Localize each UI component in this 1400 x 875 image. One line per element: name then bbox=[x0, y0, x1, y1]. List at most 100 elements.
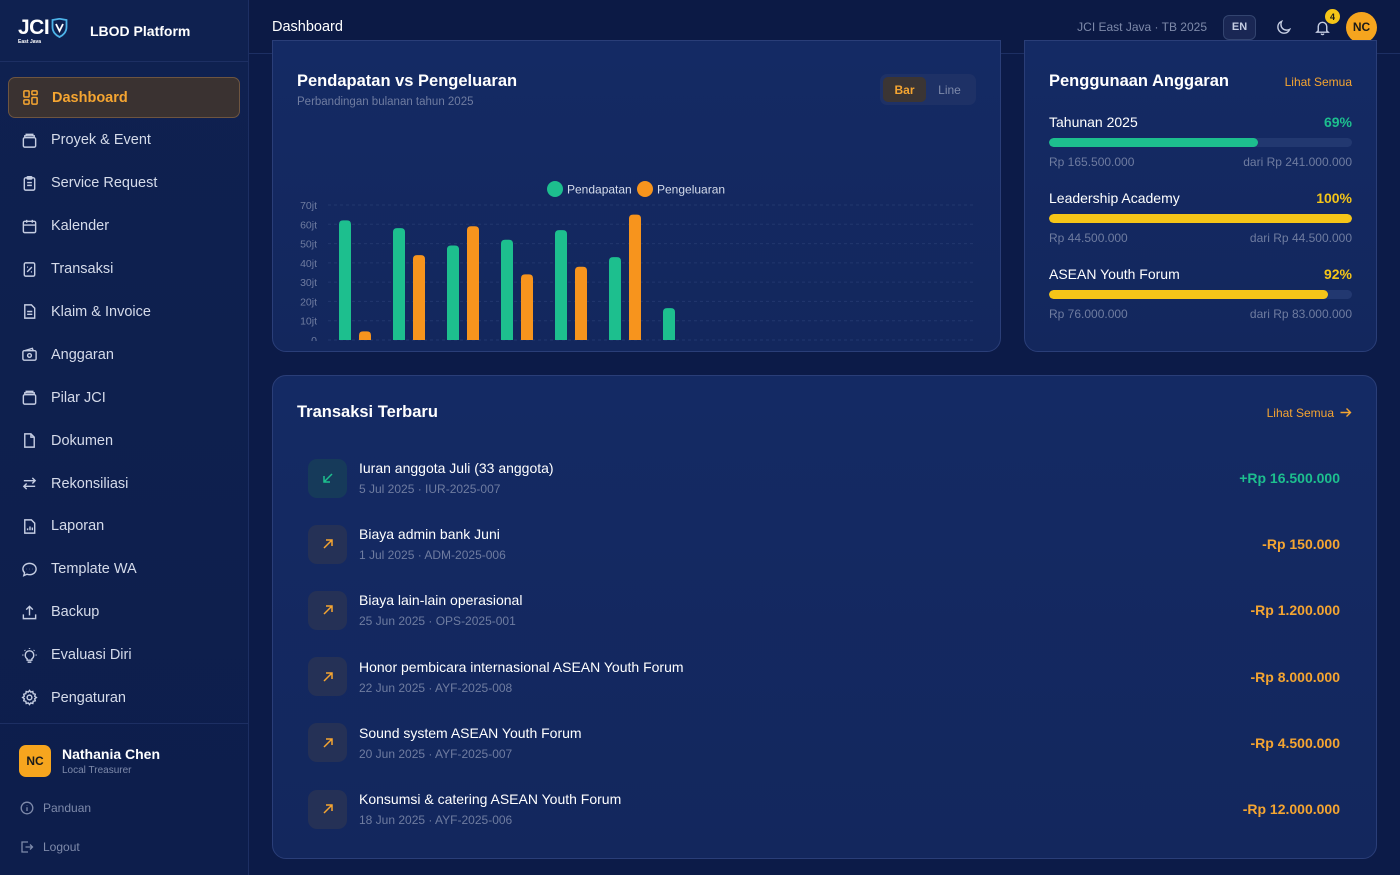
bar-pendapatan bbox=[609, 257, 621, 340]
sidebar-item-label: Pilar JCI bbox=[51, 389, 106, 406]
budget-total: dari Rp 83.000.000 bbox=[1249, 307, 1352, 321]
toggle-line-button[interactable]: Line bbox=[938, 82, 961, 97]
help-label: Panduan bbox=[43, 801, 92, 815]
y-tick-label: 20jt bbox=[300, 296, 317, 308]
wallet-icon bbox=[20, 346, 38, 364]
transaction-title: Sound system ASEAN Youth Forum bbox=[359, 724, 582, 741]
sidebar-item-pilar-jci[interactable]: Pilar JCI bbox=[8, 377, 240, 418]
logout-icon bbox=[21, 841, 34, 853]
logout-label: Logout bbox=[43, 840, 80, 854]
sidebar-item-evaluasi-diri[interactable]: Evaluasi Diri bbox=[8, 635, 240, 676]
budget-percent: 92% bbox=[1323, 266, 1352, 282]
file-icon bbox=[20, 432, 38, 450]
transaction-amount: +Rp 16.500.000 bbox=[1239, 470, 1340, 487]
transactions-view-all-link[interactable]: Lihat Semua bbox=[1267, 406, 1352, 420]
transactions-list: Iuran anggota Juli (33 anggota) 5 Jul 20… bbox=[308, 445, 1340, 842]
sidebar-item-label: Rekonsiliasi bbox=[51, 475, 129, 492]
sidebar-item-template-wa[interactable]: Template WA bbox=[8, 549, 240, 590]
budget-spent: Rp 44.500.000 bbox=[1049, 231, 1128, 245]
transaction-row[interactable]: Honor pembicara internasional ASEAN Yout… bbox=[308, 644, 1340, 710]
bar-pengeluaran bbox=[359, 331, 371, 340]
budget-percent: 100% bbox=[1316, 190, 1352, 206]
y-tick-label: 40jt bbox=[300, 258, 317, 270]
theme-toggle-button[interactable] bbox=[1274, 17, 1294, 37]
bar-pengeluaran bbox=[575, 266, 587, 340]
sidebar-item-transaksi[interactable]: Transaksi bbox=[8, 249, 240, 290]
bar-pendapatan bbox=[663, 308, 675, 340]
sidebar-item-label: Anggaran bbox=[51, 346, 114, 363]
toggle-bar-button[interactable]: Bar bbox=[883, 77, 926, 102]
y-tick-label: 10jt bbox=[300, 316, 317, 328]
sidebar-item-anggaran[interactable]: Anggaran bbox=[8, 334, 240, 375]
sidebar-item-dokumen[interactable]: Dokumen bbox=[8, 420, 240, 461]
budget-total: dari Rp 241.000.000 bbox=[1243, 155, 1352, 169]
transaction-meta: 22 Jun 2025 · AYF-2025-008 bbox=[359, 680, 513, 695]
notification-badge: 4 bbox=[1325, 9, 1340, 24]
sidebar-item-rekonsiliasi[interactable]: Rekonsiliasi bbox=[8, 463, 240, 504]
brand-name: LBOD Platform bbox=[90, 22, 191, 39]
arrow-up-right-icon bbox=[308, 657, 347, 697]
sidebar-item-kalender[interactable]: Kalender bbox=[8, 206, 240, 247]
sidebar-item-klaim-invoice[interactable]: Klaim & Invoice bbox=[8, 291, 240, 332]
sidebar-item-label: Evaluasi Diri bbox=[51, 647, 132, 664]
moon-icon bbox=[1276, 19, 1291, 34]
sidebar-item-pengaturan[interactable]: Pengaturan bbox=[8, 677, 240, 718]
transaction-row[interactable]: Biaya admin bank Juni 1 Jul 2025 · ADM-2… bbox=[308, 511, 1340, 577]
legend-label: Pendapatan bbox=[567, 183, 632, 197]
avatar: NC bbox=[19, 745, 51, 777]
transaction-title: Honor pembicara internasional ASEAN Yout… bbox=[359, 658, 684, 675]
sidebar-item-service-request[interactable]: Service Request bbox=[8, 163, 240, 204]
org-label: JCI East Java · TB 2025 bbox=[1077, 20, 1207, 34]
logout-link[interactable]: Logout bbox=[20, 840, 80, 854]
legend-swatch bbox=[547, 181, 563, 197]
legend-swatch bbox=[637, 181, 653, 197]
transaction-row[interactable]: Biaya lain-lain operasional 25 Jun 2025 … bbox=[308, 577, 1340, 643]
sidebar-item-label: Klaim & Invoice bbox=[51, 303, 151, 320]
sidebar-item-backup[interactable]: Backup bbox=[8, 592, 240, 633]
language-button[interactable]: EN bbox=[1223, 14, 1256, 40]
budget-spent: Rp 165.500.000 bbox=[1049, 155, 1135, 169]
stack-icon bbox=[20, 389, 38, 407]
sidebar-item-proyek-event[interactable]: Proyek & Event bbox=[8, 120, 240, 161]
sidebar: JCI East Java LBOD Platform Dashboard Pr… bbox=[0, 0, 249, 875]
sidebar-item-label: Proyek & Event bbox=[51, 132, 151, 149]
y-tick-label: 50jt bbox=[300, 239, 317, 251]
transaction-amount: -Rp 8.000.000 bbox=[1250, 668, 1341, 685]
user-role: Local Treasurer bbox=[62, 765, 132, 776]
budget-percent: 69% bbox=[1323, 114, 1352, 130]
sidebar-item-laporan[interactable]: Laporan bbox=[8, 506, 240, 547]
budget-progress-track bbox=[1049, 214, 1352, 223]
y-tick-label: 60jt bbox=[300, 219, 317, 231]
chart-subtitle: Perbandingan bulanan tahun 2025 bbox=[297, 96, 474, 108]
transaction-row[interactable]: Konsumsi & catering ASEAN Youth Forum 18… bbox=[308, 776, 1340, 842]
sidebar-item-label: Template WA bbox=[51, 561, 137, 578]
report-icon bbox=[20, 517, 38, 535]
transaction-amount: -Rp 12.000.000 bbox=[1242, 801, 1340, 818]
notifications-button[interactable]: 4 bbox=[1312, 9, 1340, 37]
budget-item: ASEAN Youth Forum 92% Rp 76.000.000 dari… bbox=[1049, 266, 1352, 321]
arrow-right-icon bbox=[1340, 408, 1352, 417]
sidebar-item-label: Dokumen bbox=[51, 432, 114, 449]
budget-view-all-link[interactable]: Lihat Semua bbox=[1284, 74, 1352, 89]
avatar[interactable]: NC bbox=[1346, 11, 1377, 43]
info-icon bbox=[20, 801, 34, 815]
help-link[interactable]: Panduan bbox=[20, 801, 91, 815]
budget-progress-track bbox=[1049, 138, 1352, 147]
sidebar-item-label: Laporan bbox=[51, 518, 105, 535]
transaction-row[interactable]: Iuran anggota Juli (33 anggota) 5 Jul 20… bbox=[308, 445, 1340, 511]
transaction-row[interactable]: Sound system ASEAN Youth Forum 20 Jun 20… bbox=[308, 710, 1340, 776]
sidebar-item-label: Backup bbox=[51, 604, 100, 621]
user-profile[interactable]: NC Nathania Chen Local Treasurer bbox=[19, 745, 160, 777]
transaction-amount: -Rp 1.200.000 bbox=[1250, 602, 1341, 619]
recent-transactions-card: Transaksi Terbaru Lihat Semua Iuran angg… bbox=[272, 375, 1377, 859]
calendar-icon bbox=[20, 217, 38, 235]
bell-icon bbox=[1314, 21, 1330, 35]
chart-type-toggle: Bar Line bbox=[880, 74, 976, 105]
upload-icon bbox=[20, 603, 38, 621]
jci-logo[interactable]: JCI East Java bbox=[18, 16, 78, 45]
transactions-view-all-label: Lihat Semua bbox=[1266, 405, 1334, 420]
transactions-title: Transaksi Terbaru bbox=[297, 403, 438, 421]
sidebar-item-dashboard[interactable]: Dashboard bbox=[8, 77, 240, 118]
arrow-up-right-icon bbox=[308, 590, 347, 630]
gear-icon bbox=[20, 689, 38, 707]
